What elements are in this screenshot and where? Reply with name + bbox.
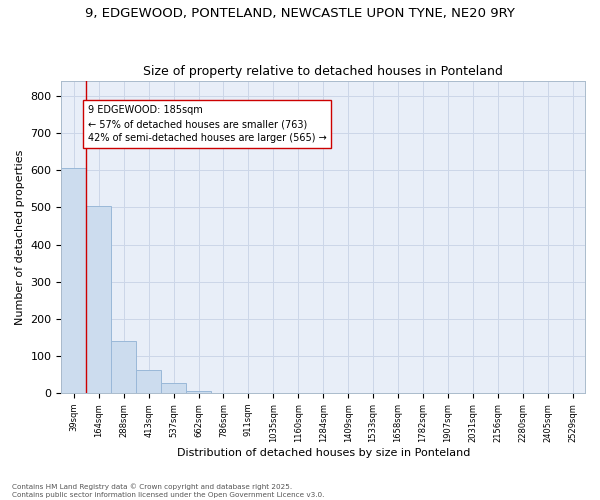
Bar: [136, 370, 161, 393]
Title: Size of property relative to detached houses in Ponteland: Size of property relative to detached ho…: [143, 66, 503, 78]
Bar: [61, 168, 86, 393]
Text: 9 EDGEWOOD: 185sqm
← 57% of detached houses are smaller (763)
42% of semi-detach: 9 EDGEWOOD: 185sqm ← 57% of detached hou…: [88, 105, 326, 143]
X-axis label: Distribution of detached houses by size in Ponteland: Distribution of detached houses by size …: [176, 448, 470, 458]
Bar: [86, 206, 111, 393]
Bar: [111, 340, 136, 393]
Y-axis label: Number of detached properties: Number of detached properties: [15, 150, 25, 325]
Bar: [161, 382, 186, 393]
Text: 9, EDGEWOOD, PONTELAND, NEWCASTLE UPON TYNE, NE20 9RY: 9, EDGEWOOD, PONTELAND, NEWCASTLE UPON T…: [85, 8, 515, 20]
Bar: [186, 391, 211, 393]
Text: Contains HM Land Registry data © Crown copyright and database right 2025.
Contai: Contains HM Land Registry data © Crown c…: [12, 484, 325, 498]
